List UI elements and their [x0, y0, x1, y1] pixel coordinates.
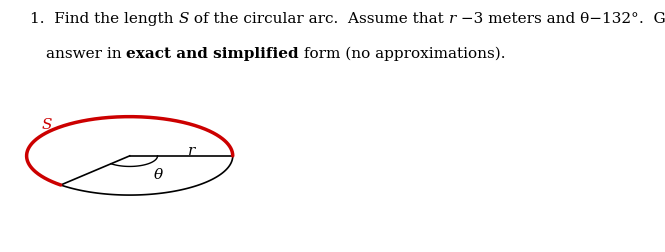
Text: S: S	[42, 118, 52, 132]
Text: answer in: answer in	[46, 47, 126, 61]
Text: 1.  Find the length: 1. Find the length	[30, 12, 178, 26]
Text: °: °	[631, 12, 638, 26]
Text: r: r	[188, 144, 195, 158]
Text: S: S	[178, 12, 189, 26]
Text: θ: θ	[154, 168, 163, 182]
Text: exact and simplified: exact and simplified	[126, 47, 299, 61]
Text: .  Give your: . Give your	[638, 12, 665, 26]
Text: −3 meters and θ−132: −3 meters and θ−132	[456, 12, 631, 26]
Text: form (no approximations).: form (no approximations).	[299, 47, 505, 61]
Text: of the circular arc.  Assume that: of the circular arc. Assume that	[189, 12, 448, 26]
Text: r: r	[448, 12, 456, 26]
